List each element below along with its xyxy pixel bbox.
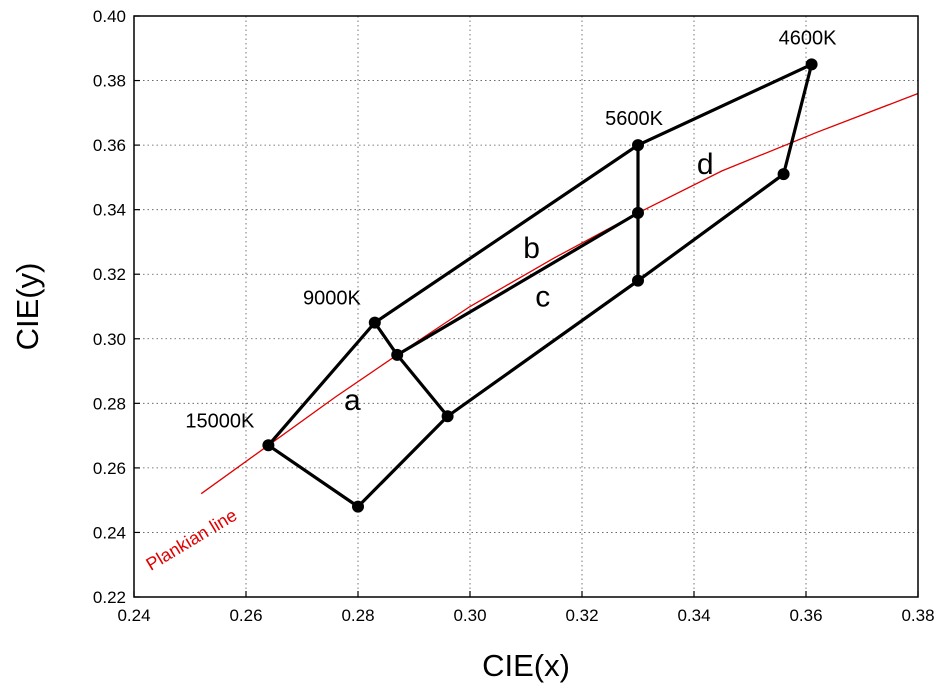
plot-frame [133, 15, 919, 598]
x-tick-label: 0.32 [565, 606, 598, 625]
data-point [352, 500, 364, 513]
x-tick-label: 0.24 [117, 606, 150, 625]
y-tick-label: 0.32 [93, 265, 126, 284]
data-point [441, 410, 454, 423]
boundary-edge [356, 414, 450, 509]
plankian-curve [200, 92, 919, 495]
boundary-edge [636, 62, 814, 147]
point-annotation: 4600K [779, 27, 837, 49]
region-label: c [535, 281, 550, 314]
data-point [632, 206, 644, 219]
data-point [368, 316, 381, 329]
plankian-line-label: Plankian line [143, 505, 241, 575]
boundary-edge [781, 62, 814, 176]
y-tick-label: 0.40 [93, 7, 126, 26]
y-tick-label: 0.28 [93, 394, 126, 413]
boundary-edge [395, 353, 450, 418]
x-tick-label: 0.36 [789, 606, 822, 625]
y-tick-label: 0.38 [93, 72, 126, 91]
boundary-edge [395, 211, 640, 357]
region-labels: a bc d [344, 148, 713, 417]
data-point [632, 274, 644, 287]
y-tick-label: 0.26 [93, 459, 126, 478]
boundary-edge [266, 443, 360, 509]
data-point [262, 439, 275, 452]
plankian-line [200, 92, 919, 495]
y-axis-ticks: 0.22 0.24 0.26 0.28 0.30 0.32 0.34 0.36 0.38 0.40 [93, 7, 140, 607]
y-tick-label: 0.24 [93, 523, 126, 542]
x-tick-label: 0.30 [453, 606, 486, 625]
point-annotation: 15000K [185, 410, 255, 432]
point-annotation: 5600K [605, 108, 663, 130]
data-point [632, 139, 644, 152]
region-label: a [344, 384, 361, 417]
y-tick-label: 0.36 [93, 136, 126, 155]
boundary-edge [266, 321, 377, 447]
point-annotations: 15000K 9000K 5600K 4600K [185, 27, 837, 432]
y-tick-label: 0.22 [93, 588, 126, 607]
data-point [777, 168, 790, 181]
data-point [391, 348, 404, 361]
x-axis-title: CIE(x) [482, 648, 570, 683]
y-tick-label: 0.30 [93, 330, 126, 349]
x-axis-ticks: 0.24 0.26 0.28 0.30 0.32 0.34 0.36 0.38 [117, 591, 935, 625]
y-axis-title: CIE(y) [10, 263, 45, 351]
region-label: d [697, 148, 714, 181]
boundary-edge [373, 321, 399, 357]
boundary-edge [636, 172, 786, 283]
boundary-edges [266, 62, 814, 509]
region-label: b [523, 232, 540, 265]
data-point [805, 58, 818, 71]
x-tick-label: 0.38 [901, 606, 934, 625]
point-annotation: 9000K [303, 288, 361, 310]
x-tick-label: 0.26 [229, 606, 262, 625]
boundary-edge [373, 143, 640, 325]
y-tick-label: 0.34 [93, 201, 126, 220]
data-points [262, 58, 818, 513]
x-tick-label: 0.28 [341, 606, 374, 625]
x-tick-label: 0.34 [677, 606, 710, 625]
boundary-edge [446, 279, 640, 418]
